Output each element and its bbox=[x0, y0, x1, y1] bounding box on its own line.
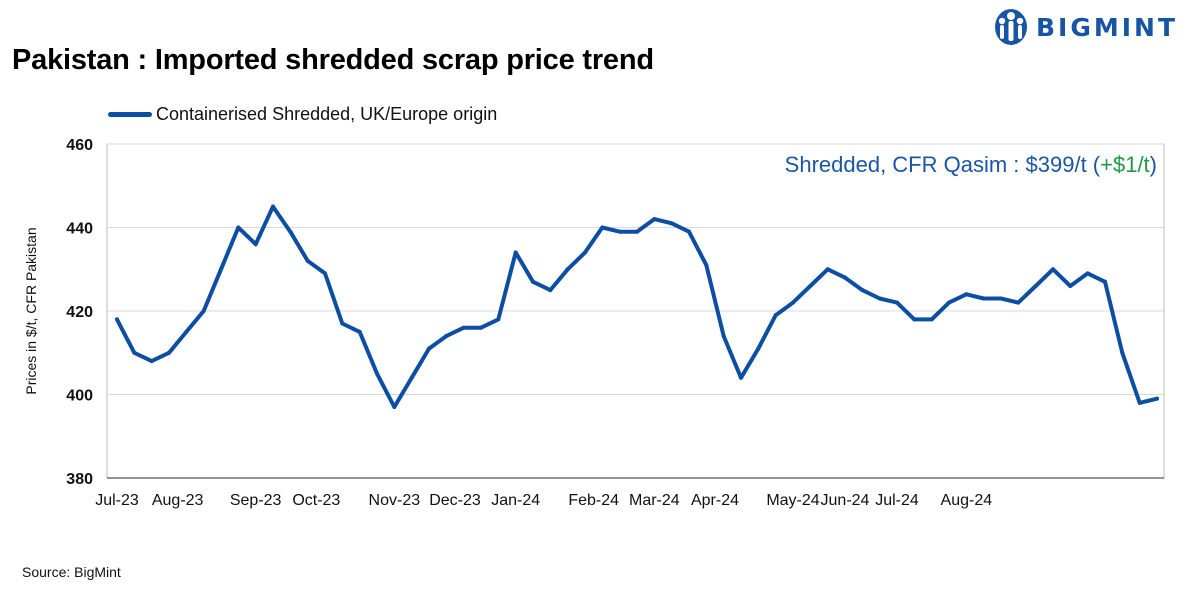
y-tick-label: 460 bbox=[66, 137, 93, 154]
x-tick-label: Apr-24 bbox=[691, 492, 739, 509]
data-point bbox=[548, 288, 553, 293]
annotation-suffix: ) bbox=[1149, 152, 1157, 177]
data-point bbox=[1068, 283, 1073, 288]
data-point bbox=[409, 375, 414, 380]
annotation-change: +$1/t bbox=[1100, 152, 1150, 177]
annotation-prefix: Shredded, CFR Qasim : $399/t ( bbox=[784, 152, 1101, 177]
data-point bbox=[808, 283, 813, 288]
data-point bbox=[479, 325, 483, 330]
data-point bbox=[895, 300, 899, 305]
chart-legend: Containerised Shredded, UK/Europe origin bbox=[108, 104, 497, 125]
data-point bbox=[652, 217, 657, 222]
data-point bbox=[1120, 350, 1125, 355]
data-point bbox=[877, 296, 882, 301]
data-point bbox=[323, 271, 327, 276]
x-tick-label: Aug-23 bbox=[152, 492, 204, 509]
data-point bbox=[912, 317, 917, 322]
x-tick-label: Feb-24 bbox=[568, 492, 619, 509]
data-point bbox=[1137, 400, 1142, 405]
x-tick-label: May-24 bbox=[766, 492, 819, 509]
data-point bbox=[115, 317, 119, 322]
data-point bbox=[1033, 283, 1038, 288]
data-point bbox=[305, 258, 310, 263]
data-point bbox=[444, 334, 449, 339]
data-point bbox=[496, 317, 501, 322]
data-point bbox=[1085, 271, 1090, 276]
data-point bbox=[531, 279, 535, 284]
brand-logo: BIGMINT bbox=[994, 8, 1178, 46]
data-point bbox=[860, 288, 865, 293]
data-point bbox=[947, 300, 951, 305]
series-line bbox=[115, 204, 1159, 409]
data-point bbox=[236, 225, 241, 230]
legend-line-swatch bbox=[108, 112, 152, 117]
data-point bbox=[375, 371, 379, 376]
data-point bbox=[167, 350, 171, 355]
data-point bbox=[461, 325, 466, 330]
data-point bbox=[288, 229, 293, 234]
data-point bbox=[253, 242, 258, 247]
x-tick-label: Jul-24 bbox=[875, 492, 919, 509]
data-point bbox=[617, 229, 622, 234]
data-point bbox=[791, 300, 795, 305]
data-point bbox=[756, 346, 761, 351]
legend-label: Containerised Shredded, UK/Europe origin bbox=[156, 104, 498, 124]
data-point bbox=[583, 250, 587, 255]
latest-price-annotation: Shredded, CFR Qasim : $399/t (+$1/t) bbox=[785, 152, 1157, 178]
data-point bbox=[392, 405, 397, 410]
x-tick-label: Oct-23 bbox=[292, 492, 340, 509]
x-tick-label: Jun-24 bbox=[821, 492, 870, 509]
data-point bbox=[964, 292, 969, 297]
data-point bbox=[1103, 279, 1107, 284]
data-point bbox=[357, 329, 362, 334]
data-point bbox=[149, 359, 154, 364]
data-point bbox=[132, 350, 137, 355]
data-point bbox=[929, 317, 934, 322]
data-point bbox=[1051, 267, 1055, 272]
data-point bbox=[704, 263, 709, 268]
data-point bbox=[981, 296, 986, 301]
data-point bbox=[999, 296, 1003, 301]
brand-name: BIGMINT bbox=[1036, 12, 1179, 42]
data-point bbox=[513, 250, 518, 255]
bigmint-logo-icon bbox=[995, 9, 1027, 45]
data-point bbox=[825, 267, 830, 272]
x-tick-label: Nov-23 bbox=[369, 492, 421, 509]
y-tick-label: 380 bbox=[66, 471, 93, 488]
data-point bbox=[201, 309, 206, 313]
data-point bbox=[687, 229, 691, 234]
data-point bbox=[773, 313, 778, 318]
y-tick-label: 440 bbox=[66, 221, 93, 238]
y-tick-label: 400 bbox=[66, 388, 93, 405]
x-tick-label: Dec-23 bbox=[429, 492, 481, 509]
data-point bbox=[669, 221, 674, 226]
data-point bbox=[600, 225, 605, 230]
data-point bbox=[739, 375, 743, 380]
x-tick-label: Jul-23 bbox=[95, 492, 139, 509]
chart-title: Pakistan : Imported shredded scrap price… bbox=[12, 44, 654, 76]
x-tick-label: Aug-24 bbox=[941, 492, 993, 509]
data-point bbox=[1016, 300, 1021, 305]
data-point bbox=[427, 346, 431, 351]
data-point bbox=[184, 329, 189, 334]
data-point bbox=[635, 229, 639, 234]
source-note: Source: BigMint bbox=[22, 564, 121, 580]
data-point bbox=[340, 321, 345, 326]
data-point bbox=[1155, 396, 1159, 401]
y-axis-label: Prices in $/t, CFR Pakistan bbox=[23, 227, 39, 394]
y-tick-label: 420 bbox=[66, 304, 93, 321]
data-point bbox=[721, 334, 726, 339]
x-tick-label: Sep-23 bbox=[230, 492, 282, 509]
data-point bbox=[219, 267, 223, 272]
data-point bbox=[271, 204, 275, 209]
x-tick-label: Jan-24 bbox=[491, 492, 540, 509]
data-point bbox=[565, 267, 570, 272]
x-tick-label: Mar-24 bbox=[629, 492, 680, 509]
data-point bbox=[843, 275, 847, 280]
